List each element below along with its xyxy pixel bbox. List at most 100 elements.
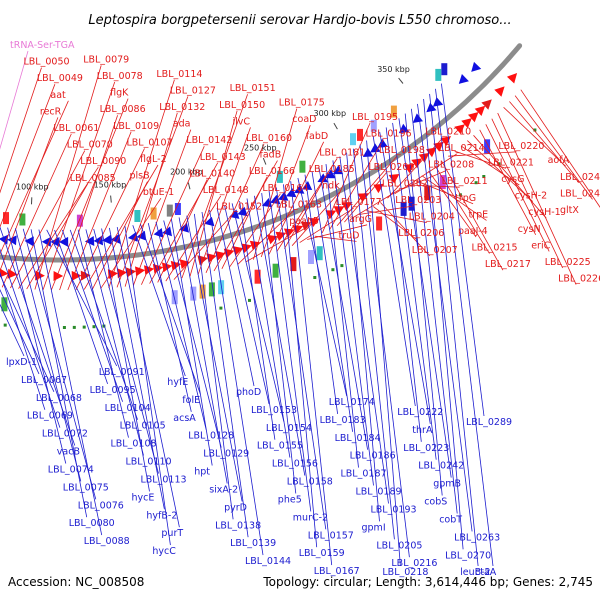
gene-label-reverse: hpt	[194, 467, 210, 478]
leader-line	[18, 166, 99, 289]
leader-line	[1, 133, 72, 288]
gc-marker	[331, 268, 335, 272]
feature-block	[439, 175, 446, 190]
gene-label-reverse: LBL_0105	[120, 421, 166, 432]
reverse-gene-arrow	[362, 148, 374, 157]
gene-label-reverse: LBL_0218	[382, 567, 428, 578]
gene-label-forward: truD	[339, 230, 360, 241]
gene-label-forward: cysN	[518, 224, 541, 235]
gene-label-forward: LBL_0163	[276, 199, 322, 210]
leader-line	[253, 108, 298, 260]
gene-label-forward: LBL_0206	[398, 228, 444, 239]
feature-block	[276, 170, 283, 183]
gene-label-reverse: LBL_0068	[36, 393, 82, 404]
gene-label-forward: tRNA-Ser-TGA	[10, 40, 75, 51]
gene-label-reverse: LBL_0223	[403, 443, 449, 454]
feature-block	[166, 204, 173, 217]
gene-label-reverse: LBL_0289	[466, 417, 512, 428]
leader-line	[503, 107, 566, 167]
forward-gene-arrow	[275, 231, 287, 242]
leader-line	[75, 148, 145, 290]
gene-label-reverse: LBL_0139	[230, 538, 276, 549]
forward-gene-arrow	[144, 265, 155, 276]
gene-label-reverse: LBL_0128	[188, 431, 234, 442]
gene-label-forward: LBL_0061	[53, 123, 99, 134]
leader-line	[22, 228, 97, 500]
leader-line	[173, 212, 235, 280]
leader-line	[435, 88, 494, 567]
feature-block	[357, 128, 363, 141]
gene-label-forward: LBL_0127	[170, 85, 216, 96]
leader-line	[0, 100, 69, 255]
gene-label-forward: cysH-2	[515, 191, 547, 202]
gene-label-reverse: LBL_0189	[356, 487, 402, 498]
leader-line	[30, 229, 88, 518]
gene-label-reverse: LBL_0174	[329, 397, 375, 408]
feature-block	[316, 246, 323, 261]
leader-line	[434, 165, 490, 254]
gene-label-reverse: acsA	[173, 413, 196, 424]
gene-label-reverse: LBL_0216	[391, 558, 437, 569]
reverse-gene-arrow	[50, 237, 60, 247]
forward-gene-arrow	[300, 221, 312, 231]
gene-label-reverse: LBL_0129	[203, 449, 249, 460]
gene-label-forward: LBL_0078	[97, 71, 143, 82]
forward-gene-arrow	[461, 118, 472, 129]
tick-label: 350 kbp	[377, 65, 410, 74]
reverse-gene-arrow	[325, 169, 336, 179]
gene-label-forward: trpE	[469, 209, 489, 220]
reverse-gene-arrow	[84, 236, 95, 246]
leader-line	[67, 131, 132, 291]
leader-line	[197, 127, 251, 275]
leader-line	[186, 215, 243, 502]
gene-label-forward: ilvC	[233, 116, 251, 127]
reverse-gene-arrow	[102, 234, 112, 245]
feature-block	[370, 119, 377, 132]
reverse-gene-arrow	[301, 181, 313, 190]
leader-line	[109, 227, 165, 510]
leader-line	[454, 150, 507, 169]
leader-line	[59, 115, 118, 291]
leader-line	[149, 162, 219, 284]
leader-line	[394, 153, 457, 195]
feature-block	[190, 286, 197, 301]
leader-line	[260, 125, 311, 258]
gene-label-forward: LBL_0140	[189, 168, 235, 179]
feature-block	[299, 160, 306, 173]
leader-line	[0, 117, 59, 272]
leader-line	[147, 223, 192, 412]
leader-line	[165, 195, 222, 282]
leader-line	[0, 303, 25, 357]
leader-line	[42, 81, 116, 290]
gene-label-forward: LBL_0210	[425, 126, 471, 137]
gene-label-forward: LBL_0166	[249, 166, 295, 177]
feature-block	[272, 263, 279, 278]
gene-label-reverse: LBL_0138	[215, 520, 261, 531]
forward-gene-arrow	[80, 270, 91, 281]
forward-gene-arrow	[474, 105, 486, 116]
gene-label-reverse: LBL_0080	[69, 518, 115, 529]
leader-line	[339, 156, 389, 504]
gene-label-reverse: LBL_0091	[99, 367, 145, 378]
forward-gene-arrow	[325, 210, 337, 220]
leader-line	[224, 205, 270, 404]
leader-line	[141, 146, 205, 285]
leader-line	[314, 235, 357, 242]
gene-label-forward: LBL_0160	[246, 133, 292, 144]
leader-line	[467, 140, 534, 202]
accession-text: Accession: NC_008508	[8, 575, 144, 589]
leader-line	[380, 202, 430, 257]
gc-marker	[482, 175, 486, 178]
leader-line	[421, 175, 487, 221]
gene-label-forward: LBL_0152	[216, 202, 262, 213]
gc-marker	[248, 298, 251, 302]
gene-label-forward: LBL_0221	[488, 157, 534, 168]
leader-line	[283, 184, 318, 548]
leader-line	[275, 187, 327, 530]
reverse-gene-arrow	[278, 191, 289, 201]
leader-line	[460, 145, 520, 186]
leader-line	[124, 112, 178, 287]
gene-label-reverse: LBL_0108	[111, 439, 157, 450]
forward-gene-arrow	[468, 112, 479, 123]
gene-label-forward: LBL_0132	[159, 102, 205, 113]
